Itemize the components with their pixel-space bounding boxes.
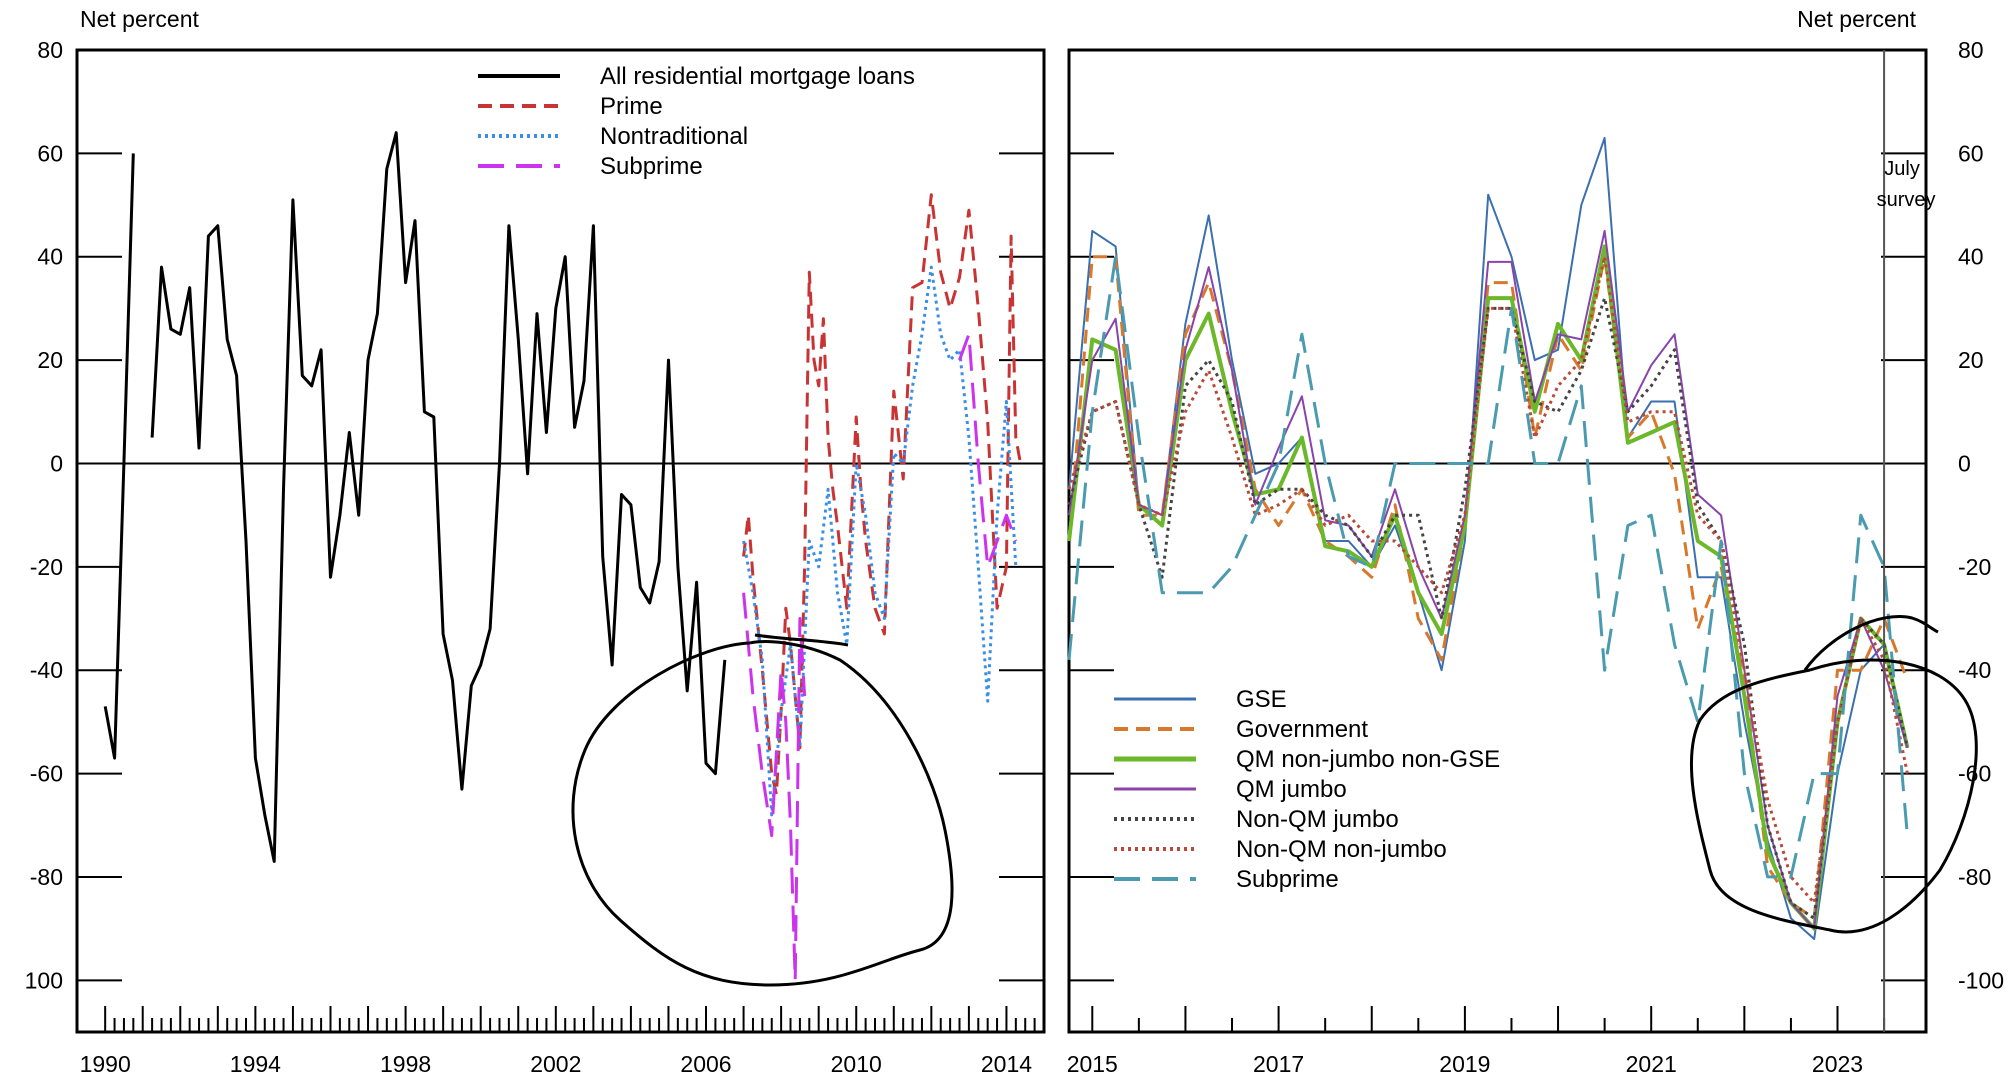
legend-label: Non-QM non-jumbo	[1236, 836, 1447, 863]
legend-label: Subprime	[600, 153, 703, 180]
left-x-ticks: 1990 1994 1998 2002 2006 2010 2014	[80, 1006, 1036, 1077]
y-tick-label: -40	[1958, 657, 1991, 683]
legend-label: Prime	[600, 93, 663, 120]
legend-label: Nontraditional	[600, 123, 748, 150]
y-tick-label: -80	[1958, 864, 1991, 890]
legend-label: QM jumbo	[1236, 776, 1347, 803]
series-line-subprime	[1067, 255, 1909, 879]
y-tick-label: 40	[37, 244, 63, 270]
y-tick-label: 0	[1958, 450, 1971, 476]
y-tick-label: -60	[30, 761, 63, 787]
y-tick-label: 20	[1958, 347, 1984, 373]
y-tick-label: 0	[50, 450, 63, 476]
legend-label: Subprime	[1236, 866, 1339, 893]
y-tick-label: -20	[1958, 554, 1991, 580]
series-line-nontraditional	[742, 265, 1018, 817]
right-hand-drawn-circle	[1689, 658, 1978, 934]
july-survey-label-line1: July	[1884, 158, 1920, 180]
left-series-group	[103, 131, 1022, 982]
left-y-ticks: 80 60 40 20 0 -20 -40 -60 -80 100	[25, 37, 1044, 993]
left-y-axis-label: Net percent	[80, 6, 200, 32]
legend-label: QM non-jumbo non-GSE	[1236, 746, 1500, 773]
left-hand-drawn-circle	[571, 640, 954, 987]
y-tick-label: 80	[1958, 37, 1984, 63]
series-line-non-qm-non-jumbo	[1067, 255, 1909, 905]
legend-label: Non-QM jumbo	[1236, 806, 1399, 833]
y-tick-label: 60	[37, 140, 63, 166]
july-survey-label-line2: survey	[1877, 189, 1936, 211]
y-tick-label: -40	[30, 657, 63, 683]
x-tick-label: 1994	[230, 1051, 281, 1077]
series-line-prime	[742, 193, 1022, 796]
series-line-non-qm-jumbo	[1067, 296, 1909, 920]
x-tick-label: 2017	[1253, 1051, 1304, 1077]
x-tick-label: 2010	[831, 1051, 882, 1077]
right-hand-drawn-stroke	[1803, 615, 1939, 671]
right-x-ticks: 2015 2017 2019 2021 2023	[1067, 1006, 1886, 1077]
left-panel: Net percent 80 60 40 20 0 -20 -40 -60 -80 100 199…	[25, 6, 1046, 1077]
x-tick-label: 2021	[1626, 1051, 1677, 1077]
series-line-qm-non-jumbo-non-gse	[1067, 244, 1910, 931]
right-y-axis-label: Net percent	[1797, 6, 1917, 32]
x-tick-label: 2023	[1812, 1051, 1863, 1077]
left-plot-frame	[75, 48, 1046, 1034]
y-tick-label: -20	[30, 554, 63, 580]
x-tick-label: 1998	[380, 1051, 431, 1077]
y-tick-label: 60	[1958, 140, 1984, 166]
series-line-subprime	[742, 332, 1018, 982]
legend-label: Government	[1236, 716, 1368, 743]
series-line-all-residential-mortgage-loans	[103, 131, 727, 863]
legend-label: GSE	[1236, 686, 1287, 713]
x-tick-label: 2019	[1439, 1051, 1490, 1077]
hand-drawn-annotations	[571, 615, 1978, 987]
x-tick-label: 2015	[1067, 1051, 1118, 1077]
y-tick-label: 80	[37, 37, 63, 63]
july-survey-annotation: July survey	[1877, 50, 1936, 1032]
x-tick-label: 2006	[680, 1051, 731, 1077]
left-hand-drawn-stroke	[754, 633, 849, 647]
right-series-group	[1067, 136, 1910, 940]
series-line-qm-jumbo	[1068, 229, 1909, 930]
y-tick-label: 40	[1958, 244, 1984, 270]
y-tick-label: -80	[30, 864, 63, 890]
y-tick-label: -100	[1958, 967, 2004, 993]
right-legend: GSE Government QM non-jumbo non-GSE QM jumb…	[1114, 686, 1500, 893]
left-legend: All residential mortgage loans Prime Nontr…	[478, 63, 915, 180]
x-tick-label: 2002	[530, 1051, 581, 1077]
x-tick-label: 1990	[80, 1051, 131, 1077]
x-tick-label: 2014	[981, 1051, 1032, 1077]
legend-label: All residential mortgage loans	[600, 63, 915, 90]
y-tick-label: 100	[25, 967, 63, 993]
y-tick-label: 20	[37, 347, 63, 373]
